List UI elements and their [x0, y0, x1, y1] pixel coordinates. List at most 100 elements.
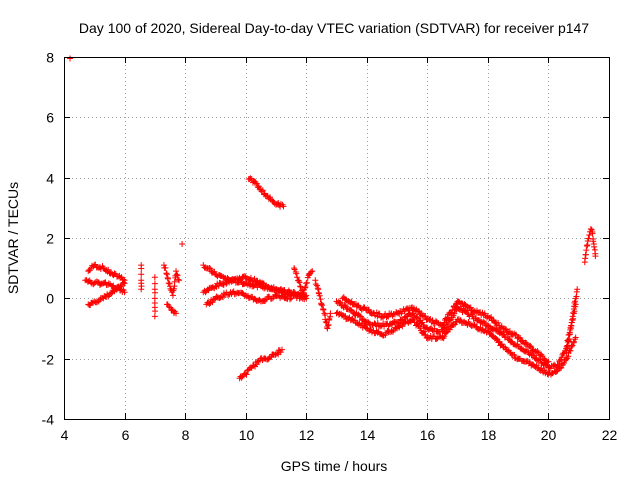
series-outlier [67, 55, 186, 248]
data-point [318, 301, 325, 308]
x-tick-label: 16 [420, 427, 436, 443]
y-tick-label: 2 [46, 231, 54, 247]
data-point [301, 293, 308, 300]
data-point [247, 274, 254, 281]
data-point [162, 264, 169, 271]
data-point [163, 271, 170, 278]
data-point [567, 347, 574, 354]
x-tick-label: 4 [61, 427, 69, 443]
data-point [565, 332, 572, 339]
data-point [356, 312, 363, 319]
y-tick-label: 4 [46, 171, 54, 187]
data-point [293, 270, 300, 277]
data-point [151, 280, 158, 287]
series-track-lower-early [85, 279, 128, 309]
data-point [367, 326, 374, 333]
data-point [255, 183, 262, 190]
data-point [173, 268, 180, 275]
data-point [295, 277, 302, 284]
data-point [322, 318, 329, 325]
data-point [316, 292, 323, 299]
data-point [317, 296, 324, 303]
data-point [262, 297, 269, 304]
data-point [506, 328, 513, 335]
data-point [574, 286, 581, 293]
series-track-12.5 [312, 277, 334, 332]
data-point [179, 241, 186, 248]
data-point [568, 322, 575, 329]
data-point [319, 302, 326, 309]
data-point [526, 359, 533, 366]
y-tick-label: 8 [46, 50, 54, 66]
data-point [321, 310, 328, 317]
data-point [545, 358, 552, 365]
data-point [286, 296, 293, 303]
data-point [94, 278, 101, 285]
x-tick-label: 12 [299, 427, 315, 443]
data-point [309, 268, 316, 275]
data-point [569, 313, 576, 320]
data-point [173, 271, 180, 278]
data-point [288, 295, 295, 302]
data-point [493, 335, 500, 342]
data-point [337, 299, 344, 306]
data-point [258, 188, 265, 195]
series-track-low [236, 346, 285, 382]
data-point [302, 284, 309, 291]
data-point [151, 313, 158, 320]
data-point [174, 272, 181, 279]
data-point [246, 294, 253, 301]
data-point [523, 339, 530, 346]
data-point [291, 265, 298, 272]
data-point [207, 265, 214, 272]
data-point [121, 289, 128, 296]
x-tick-label: 18 [481, 427, 497, 443]
x-tick-label: 8 [182, 427, 190, 443]
series-short-arc-7.5b [163, 301, 180, 317]
data-point [440, 322, 447, 329]
data-point [256, 296, 263, 303]
data-point [280, 203, 287, 210]
series-track-late-rise [563, 286, 581, 356]
data-point [583, 243, 590, 250]
data-point [151, 289, 158, 296]
y-tick-label: 6 [46, 110, 54, 126]
data-point [570, 338, 577, 345]
data-point [223, 280, 230, 287]
data-point [95, 298, 102, 305]
data-point [138, 265, 145, 272]
data-point [572, 334, 579, 341]
data-point [587, 225, 594, 232]
data-point [294, 274, 301, 281]
data-point [357, 313, 364, 320]
data-point [274, 350, 281, 357]
data-point [298, 292, 305, 299]
data-point [138, 286, 145, 293]
data-point [279, 346, 285, 353]
data-point [105, 280, 112, 287]
data-point [450, 321, 457, 328]
data-point [277, 349, 284, 356]
chart-title: Day 100 of 2020, Sidereal Day-to-day VTE… [79, 20, 589, 36]
axis-ticks: 4 6 8 10 12 14 16 18 20 22 -4 -2 0 2 4 6 8 [42, 50, 618, 444]
data-point [67, 55, 74, 62]
data-point [324, 325, 331, 332]
data-point [420, 328, 427, 335]
data-point [232, 275, 239, 282]
series-short-arc-6.5 [138, 262, 145, 293]
data-point [570, 309, 577, 316]
data-point [242, 370, 249, 377]
data-point [495, 319, 502, 326]
data-point [553, 368, 560, 375]
data-point [583, 247, 590, 254]
data-point [206, 265, 213, 272]
data-point [569, 342, 576, 349]
data-point [314, 282, 321, 289]
series-track-upper-early [85, 261, 128, 284]
series-short-arc-7.0 [151, 274, 159, 320]
data-point [410, 316, 417, 323]
data-point [590, 238, 597, 245]
data-point [417, 325, 424, 332]
series-short-arc-7.4 [160, 262, 183, 299]
